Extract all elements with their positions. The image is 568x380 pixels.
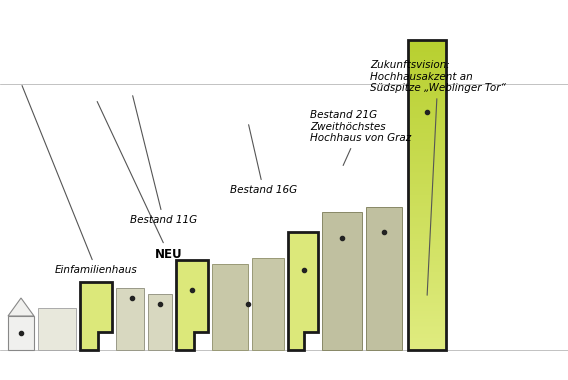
Bar xyxy=(148,294,172,350)
Bar xyxy=(38,308,76,350)
Bar xyxy=(366,207,402,350)
Text: Bestand 11G: Bestand 11G xyxy=(130,96,197,225)
Bar xyxy=(252,258,284,350)
Text: NEU: NEU xyxy=(97,101,183,261)
Bar xyxy=(212,264,248,350)
Text: Bestand 16G: Bestand 16G xyxy=(230,125,297,195)
Polygon shape xyxy=(176,260,208,350)
Polygon shape xyxy=(288,232,318,350)
Text: Bestand 21G
Zweithöchstes
Hochhaus von Graz: Bestand 21G Zweithöchstes Hochhaus von G… xyxy=(310,110,411,165)
Text: Einfamilienhaus: Einfamilienhaus xyxy=(22,86,138,275)
Bar xyxy=(408,40,446,350)
Polygon shape xyxy=(80,282,112,350)
Text: Zukunftsvision:
Hochhausakzent an
Südspitze „Weblinger Tor“: Zukunftsvision: Hochhausakzent an Südspi… xyxy=(370,60,506,295)
Polygon shape xyxy=(8,298,34,316)
Bar xyxy=(116,288,144,350)
Bar xyxy=(8,316,34,350)
Bar xyxy=(322,212,362,350)
